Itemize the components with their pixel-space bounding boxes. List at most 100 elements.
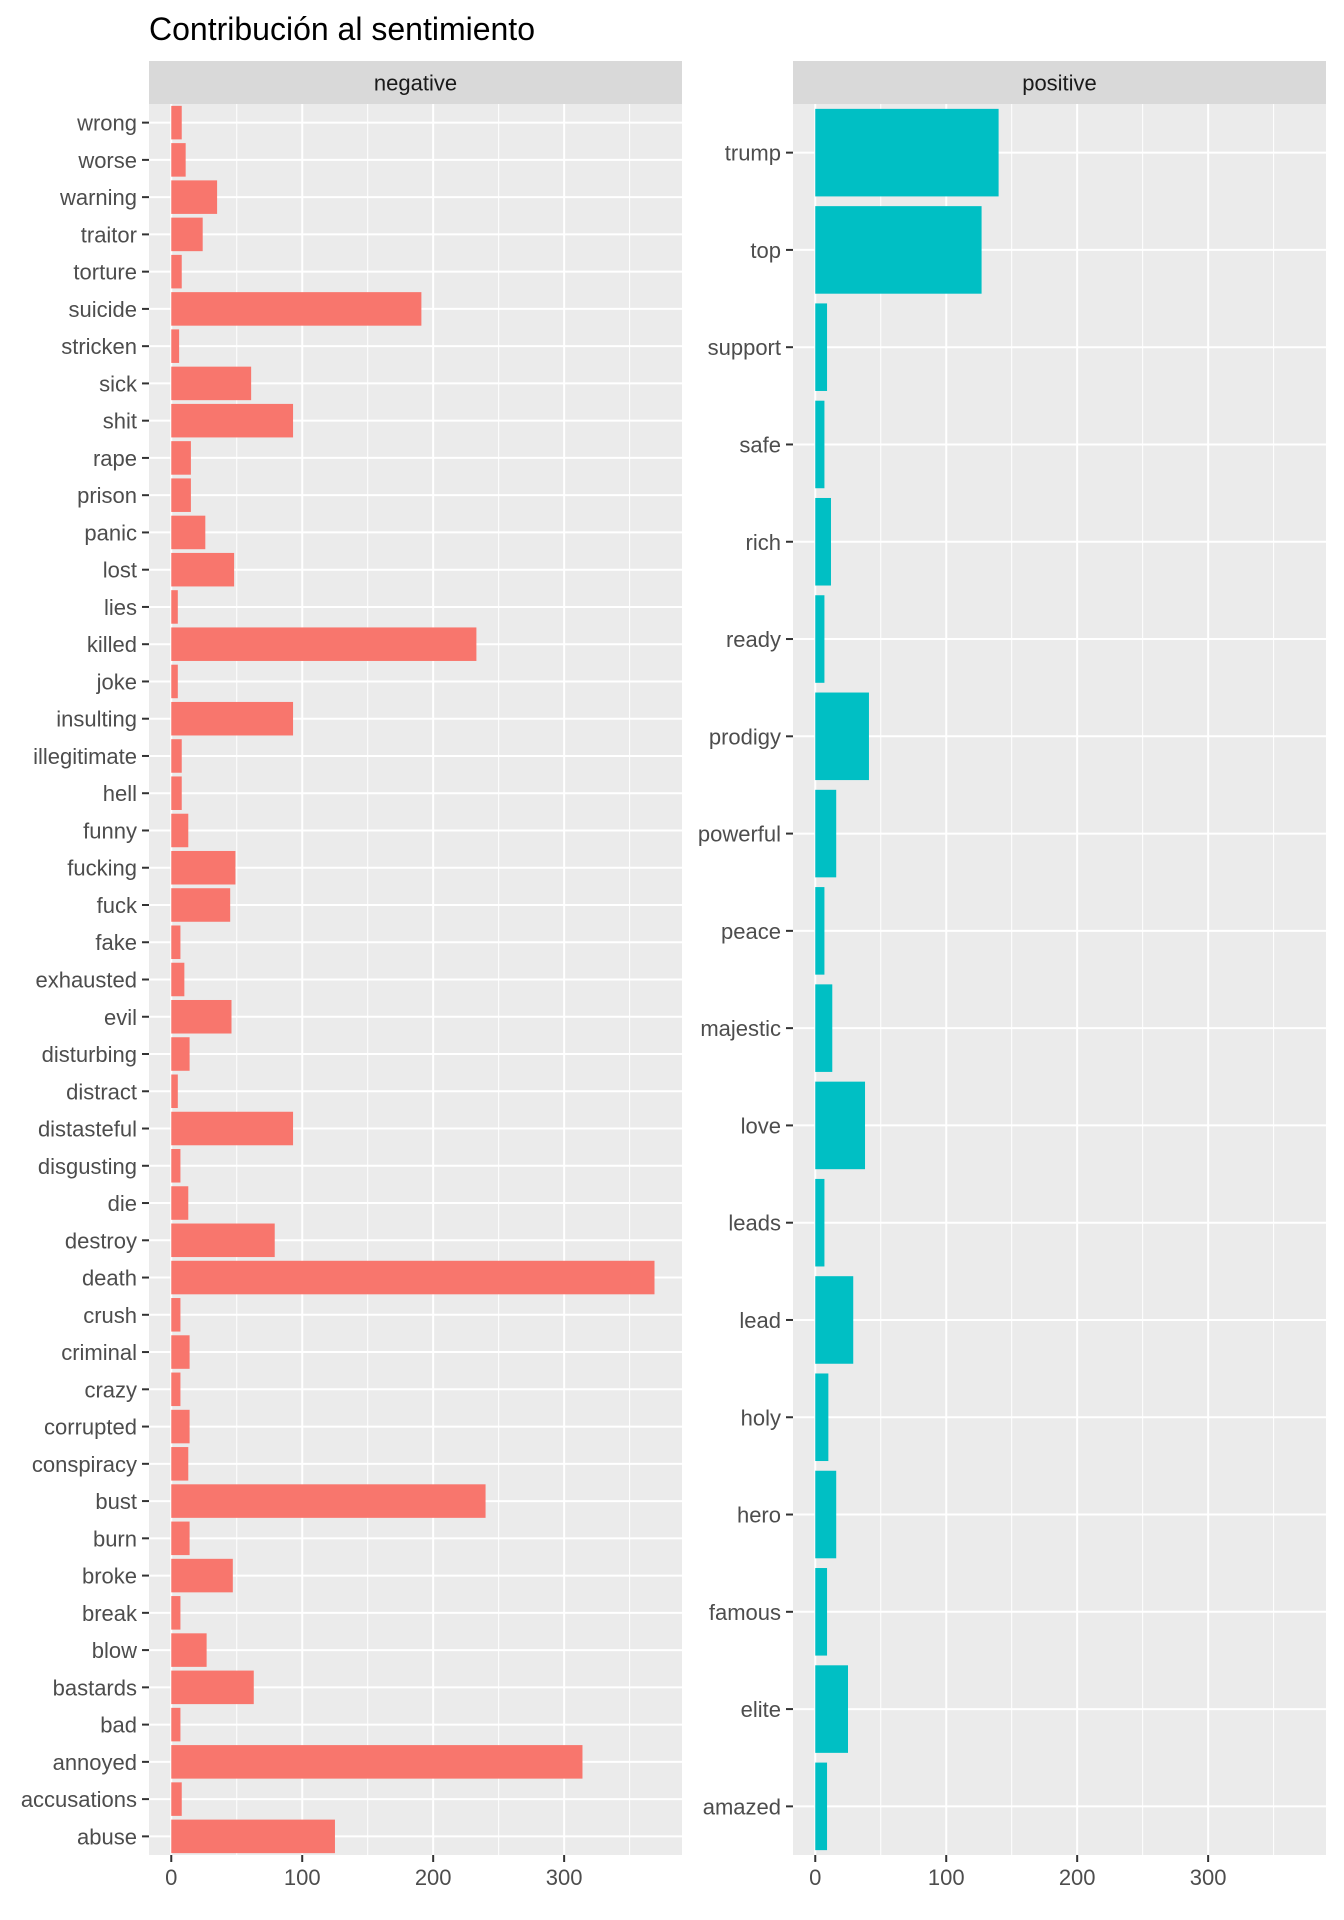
bar-prison	[171, 478, 191, 512]
x-tick-label: 200	[1059, 1865, 1096, 1890]
y-tick-label: blow	[92, 1638, 137, 1663]
bar-ready	[815, 595, 825, 683]
y-tick-label: famous	[709, 1600, 781, 1625]
bar-fucking	[171, 850, 236, 885]
bar-safe	[815, 400, 825, 489]
x-tick-label: 100	[928, 1865, 965, 1890]
y-tick-label: distasteful	[38, 1117, 137, 1142]
bar-sick	[171, 366, 252, 401]
y-tick-label: top	[750, 238, 781, 263]
bar-bust	[171, 1484, 486, 1518]
y-tick-label: conspiracy	[32, 1452, 137, 1477]
bar-trump	[815, 108, 999, 197]
y-tick-label: hell	[103, 781, 137, 806]
y-tick-label: safe	[739, 432, 781, 457]
bar-annoyed	[171, 1745, 583, 1779]
bar-burn	[171, 1521, 190, 1556]
bar-hero	[815, 1470, 837, 1559]
bar-death	[171, 1260, 655, 1295]
facet-panel-positive: positive amazed elite famous hero holy lead lea…	[698, 61, 1326, 1890]
bar-insulting	[171, 701, 294, 736]
y-tick-label: rich	[746, 530, 781, 555]
y-tick-label: bastards	[53, 1675, 137, 1700]
y-tick-label: lies	[104, 595, 137, 620]
bar-prodigy	[815, 692, 869, 781]
y-tick-label: lost	[103, 558, 137, 583]
y-tick-label: exhausted	[35, 968, 137, 993]
bar-die	[171, 1186, 189, 1220]
y-tick-label: annoyed	[53, 1750, 137, 1775]
y-tick-label: traitor	[81, 222, 137, 247]
y-tick-label: criminal	[61, 1340, 137, 1365]
bar-suicide	[171, 292, 422, 326]
facet-strip-negative	[149, 61, 682, 104]
y-tick-label: panic	[84, 520, 137, 545]
y-tick-label: bust	[95, 1489, 137, 1514]
y-tick-label: worse	[77, 148, 137, 173]
y-tick-label: broke	[82, 1564, 137, 1589]
y-tick-label: crush	[83, 1303, 137, 1328]
bar-elite	[815, 1665, 849, 1753]
bar-disgusting	[171, 1149, 181, 1183]
bar-famous	[815, 1568, 828, 1656]
bar-break	[171, 1596, 181, 1630]
bar-joke	[171, 664, 178, 699]
y-tick-label: hero	[737, 1503, 781, 1528]
facet-strip-positive	[793, 61, 1326, 104]
bar-broke	[171, 1558, 233, 1593]
bar-distasteful	[171, 1111, 294, 1146]
bar-wrong	[171, 105, 182, 140]
chart-title: Contribución al sentimiento	[149, 11, 535, 47]
y-tick-label: majestic	[700, 1016, 781, 1041]
y-tick-label: burn	[93, 1526, 137, 1551]
bar-hell	[171, 776, 182, 810]
y-tick-label: ready	[726, 627, 781, 652]
bar-accusations	[171, 1782, 182, 1816]
y-tick-label: leads	[728, 1211, 781, 1236]
y-tick-label: wrong	[76, 111, 137, 136]
bar-crush	[171, 1298, 181, 1332]
y-tick-label: holy	[741, 1405, 781, 1430]
bar-majestic	[815, 984, 833, 1072]
bar-support	[815, 303, 828, 391]
bar-bad	[171, 1707, 181, 1742]
y-tick-label: killed	[87, 632, 137, 657]
facet-panel-negative: negative abuse accusations annoyed bad bastar…	[21, 61, 682, 1890]
bar-disturbing	[171, 1037, 190, 1071]
bar-lost	[171, 552, 235, 587]
x-tick-label: 300	[546, 1865, 583, 1890]
y-tick-label: fucking	[67, 856, 137, 881]
y-tick-label: love	[741, 1113, 781, 1138]
bar-amazed	[815, 1762, 828, 1851]
y-tick-label: joke	[96, 669, 137, 694]
y-tick-label: crazy	[84, 1377, 137, 1402]
y-tick-label: destroy	[65, 1228, 137, 1253]
y-tick-label: trump	[725, 141, 781, 166]
x-tick-label: 0	[165, 1865, 177, 1890]
y-tick-label: prison	[77, 483, 137, 508]
bar-rape	[171, 441, 191, 475]
bar-exhausted	[171, 962, 185, 997]
bar-killed	[171, 627, 477, 661]
y-tick-label: rape	[93, 446, 137, 471]
bar-destroy	[171, 1223, 275, 1258]
y-tick-label: die	[108, 1191, 137, 1216]
bar-illegitimate	[171, 739, 182, 773]
bar-love	[815, 1081, 866, 1170]
y-tick-label: amazed	[703, 1794, 781, 1819]
bar-peace	[815, 887, 825, 975]
bar-blow	[171, 1633, 207, 1667]
bar-leads	[815, 1178, 825, 1267]
x-tick-label: 200	[415, 1865, 452, 1890]
bar-warning	[171, 180, 218, 214]
y-tick-label: shit	[103, 409, 137, 434]
bar-conspiracy	[171, 1447, 189, 1481]
bar-evil	[171, 999, 232, 1034]
x-tick-label: 100	[284, 1865, 321, 1890]
bar-torture	[171, 254, 182, 289]
facet-strip-label: positive	[1022, 71, 1097, 96]
y-tick-label: suicide	[69, 297, 137, 322]
y-tick-label: support	[708, 335, 781, 360]
y-tick-label: torture	[73, 260, 137, 285]
